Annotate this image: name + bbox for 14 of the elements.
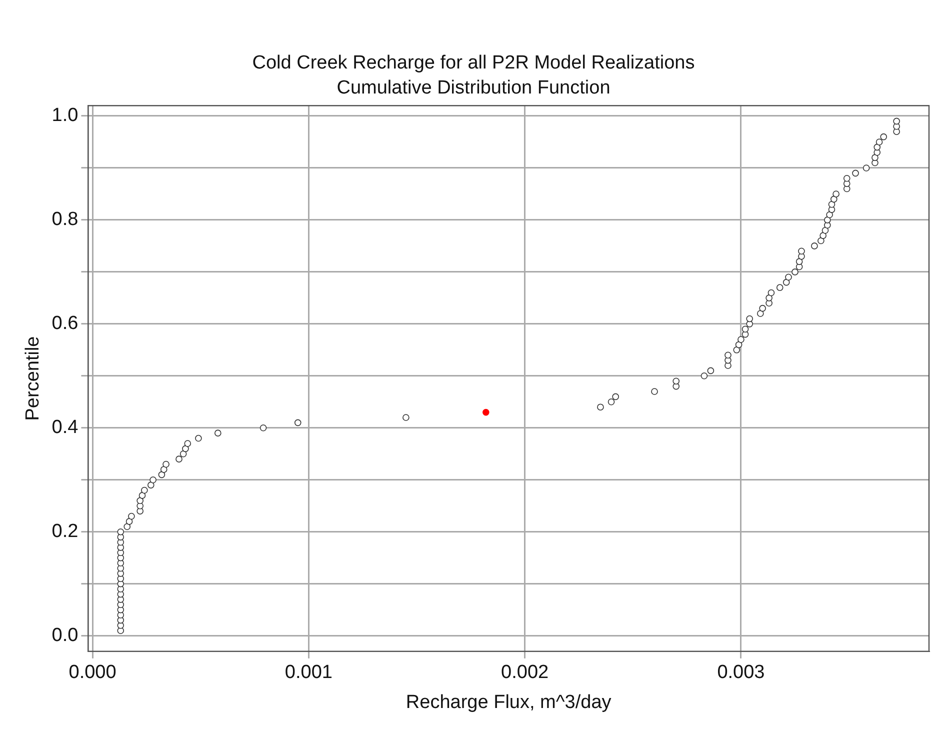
y-tick-label: 1.0 bbox=[52, 105, 78, 126]
chart-title: Cold Creek Recharge for all P2R Model Realizations bbox=[252, 52, 695, 74]
x-tick-label: 0.001 bbox=[284, 662, 332, 684]
y-tick-label: 0.6 bbox=[52, 313, 78, 334]
y-tick-label: 0.0 bbox=[52, 625, 78, 646]
x-tick-label: 0.002 bbox=[501, 662, 549, 684]
x-tick-label: 0.003 bbox=[717, 662, 765, 684]
x-tick-label: 0.000 bbox=[68, 662, 116, 684]
chart-subtitle: Cumulative Distribution Function bbox=[336, 77, 610, 98]
y-tick-label: 0.4 bbox=[52, 417, 79, 438]
x-axis-title: Recharge Flux, m^3/day bbox=[406, 692, 612, 713]
y-axis-title: Percentile bbox=[22, 336, 44, 421]
y-tick-label: 0.8 bbox=[52, 209, 78, 230]
y-tick-label: 0.2 bbox=[52, 521, 78, 542]
